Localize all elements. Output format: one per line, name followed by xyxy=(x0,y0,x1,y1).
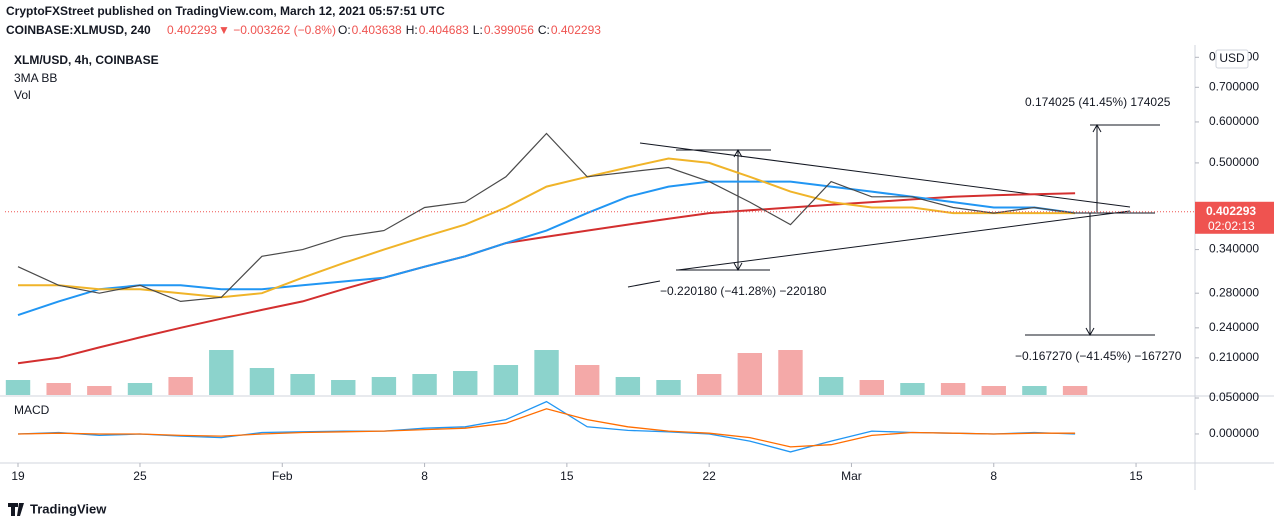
volume-bar xyxy=(209,350,234,395)
series-line xyxy=(17,132,1076,303)
publisher: CryptoFXStreet published on TradingView.… xyxy=(6,4,445,18)
volume-bar xyxy=(453,371,478,395)
volume-bar xyxy=(1062,386,1088,395)
last-price-box xyxy=(1195,201,1274,234)
change: ▼ −0.003262 (−0.8%) xyxy=(218,23,336,37)
x-tick-label: 22 xyxy=(702,469,716,483)
ohlc-label: O: xyxy=(338,23,351,37)
volume-bar xyxy=(412,374,437,395)
volume-bar xyxy=(168,377,193,395)
volume-bar xyxy=(127,383,153,395)
volume-bar xyxy=(778,350,803,395)
ohlc-value: 0.404683 xyxy=(419,23,469,37)
macd-title: MACD xyxy=(14,403,50,417)
last: 0.402293 xyxy=(167,23,217,37)
annotation: −0.220180 (−41.28%) −220180 xyxy=(660,284,827,298)
volume-bar xyxy=(859,380,884,395)
x-tick-label: 8 xyxy=(421,469,428,483)
x-tick-label: 15 xyxy=(1129,469,1143,483)
volume-bar xyxy=(493,365,519,395)
volume-bar xyxy=(5,380,31,395)
ohlc-label: H: xyxy=(406,23,418,37)
annotation: 0.174025 (41.45%) 174025 xyxy=(1025,95,1171,109)
annotation: −0.167270 (−41.45%) −167270 xyxy=(1015,349,1182,363)
ohlc-value: 0.403638 xyxy=(352,23,402,37)
series-line xyxy=(17,400,1076,453)
y-tick-label: 0.600000 xyxy=(1209,114,1259,128)
countdown: 02:02:13 xyxy=(1208,219,1255,233)
ohlc-value: 0.399056 xyxy=(484,23,534,37)
x-tick-label: 8 xyxy=(990,469,997,483)
y-tick-label: 0.050000 xyxy=(1209,390,1259,404)
symbol: COINBASE:XLMUSD, 240 xyxy=(6,23,151,37)
ohlc-label: L: xyxy=(473,23,483,37)
volume-bar xyxy=(249,368,275,395)
volume-bar xyxy=(981,386,1006,395)
volume-bar xyxy=(900,383,925,395)
volume-bar xyxy=(371,377,397,395)
y-tick-label: 0.280000 xyxy=(1209,285,1259,299)
x-tick-label: Feb xyxy=(272,469,293,483)
x-tick-label: 19 xyxy=(11,469,25,483)
y-tick-label: 0.240000 xyxy=(1209,320,1259,334)
x-tick-label: 15 xyxy=(560,469,574,483)
volume-bar xyxy=(615,377,641,395)
y-tick-label: 0.210000 xyxy=(1209,350,1259,364)
volume-bar xyxy=(290,374,315,395)
volume-bar xyxy=(656,380,681,395)
series-line xyxy=(17,408,1076,448)
series-line xyxy=(17,192,1076,365)
indicator: Vol xyxy=(14,88,31,102)
y-tick-label: 0.700000 xyxy=(1209,79,1259,93)
ohlc-value: 0.402293 xyxy=(551,23,601,37)
volume-bar xyxy=(1022,386,1047,395)
y-tick-label: 0.340000 xyxy=(1209,242,1259,256)
volume-bar xyxy=(46,383,71,395)
volume-bar xyxy=(737,353,763,395)
y-tick-label: 0.000000 xyxy=(1209,426,1259,440)
currency: USD xyxy=(1219,51,1245,65)
volume-bar xyxy=(940,383,966,395)
volume-bar xyxy=(818,377,844,395)
drawings xyxy=(627,123,1160,337)
volume-bar xyxy=(331,380,356,395)
volume-bar xyxy=(534,350,559,395)
volume-bar xyxy=(696,374,722,395)
indicator: 3MA BB xyxy=(14,71,57,85)
ohlc-label: C: xyxy=(538,23,550,37)
series-line xyxy=(17,180,1076,317)
logo-icon xyxy=(8,503,24,516)
last-price-label: 0.402293 xyxy=(1206,204,1256,218)
chart-title: XLM/USD, 4h, COINBASE xyxy=(14,53,159,67)
series-line xyxy=(18,157,1076,299)
volume-bar xyxy=(574,365,600,395)
y-tick-label: 0.500000 xyxy=(1209,155,1259,169)
logo: TradingView xyxy=(30,501,107,516)
plot: 0.210000 0.240000 0.280000 0.340000 0.500000… xyxy=(5,49,1274,483)
ohlc: O: 0.403638 H: 0.404683 L: 0.399056 C: 0.402293 xyxy=(338,23,601,37)
x-tick-label: Mar xyxy=(841,469,862,483)
currency-box xyxy=(1215,49,1249,69)
x-tick-label: 25 xyxy=(133,469,147,483)
volume-bar xyxy=(87,386,112,395)
